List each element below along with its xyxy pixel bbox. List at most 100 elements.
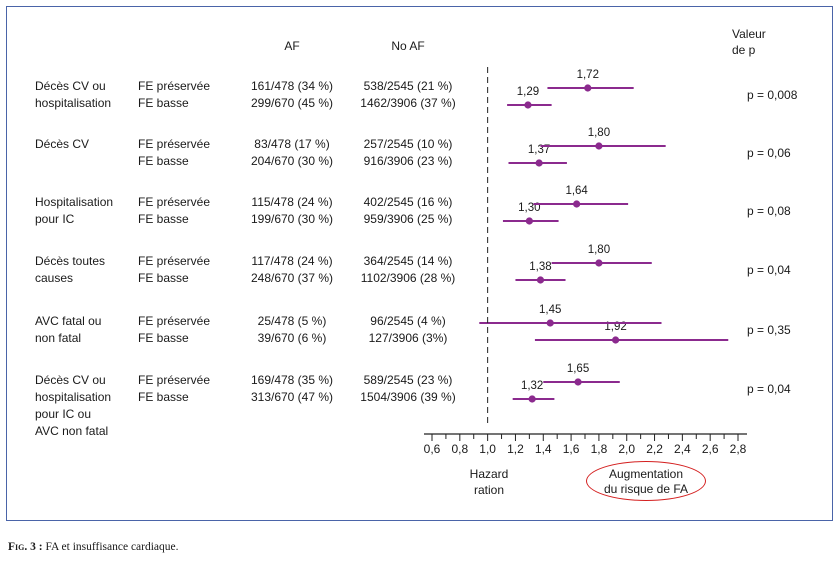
subgroup-label: FE basse — [138, 154, 189, 168]
group-label: Hospitalisation — [35, 195, 114, 209]
tick-label: 2,2 — [646, 442, 663, 456]
hr-label: 1,38 — [529, 261, 552, 273]
header-p-value: Valeur — [732, 27, 766, 41]
tick-label: 2,8 — [729, 442, 747, 456]
subgroup-label: FE préservée — [138, 195, 211, 209]
figure-caption: Fig. 3 : FA et insuffisance cardiaque. — [8, 541, 179, 553]
hr-label: 1,64 — [565, 185, 588, 197]
tick-label: 2,0 — [618, 442, 636, 456]
af-count: 25/478 (5 %) — [257, 314, 327, 328]
x-axis-label-2: ration — [473, 483, 505, 497]
subgroup-label: FE basse — [138, 271, 189, 285]
tick-label: 0,6 — [423, 442, 441, 456]
group-label: pour IC — [35, 212, 75, 226]
risk-annotation-oval — [586, 461, 706, 501]
no-af-count: 1504/3906 (39 %) — [360, 390, 456, 404]
hr-label: 1,29 — [516, 86, 540, 98]
no-af-count: 538/2545 (21 %) — [363, 79, 453, 93]
hr-point — [574, 378, 582, 386]
hr-label: 1,80 — [587, 244, 611, 256]
tick-label: 1,6 — [562, 442, 580, 456]
p-value: p = 0,06 — [747, 146, 791, 160]
p-value: p = 0,008 — [747, 88, 798, 102]
no-af-count: 257/2545 (10 %) — [363, 137, 453, 151]
subgroup-label: FE préservée — [138, 137, 211, 151]
no-af-count: 364/2545 (14 %) — [363, 254, 453, 268]
af-count: 248/670 (37 %) — [250, 271, 334, 285]
no-af-count: 959/3906 (25 %) — [363, 212, 453, 226]
af-count: 117/478 (24 %) — [251, 254, 333, 268]
hr-point — [595, 142, 603, 150]
x-axis-label: Hazard — [469, 467, 509, 481]
af-count: 115/478 (24 %) — [251, 195, 333, 209]
tick-label: 0,8 — [451, 442, 469, 456]
hr-point — [525, 217, 533, 225]
af-count: 299/670 (45 %) — [250, 96, 334, 110]
group-label: AVC non fatal — [35, 424, 109, 438]
subgroup-label: FE préservée — [138, 254, 211, 268]
header-af: AF — [284, 39, 300, 53]
no-af-count: 127/3906 (3%) — [368, 331, 448, 345]
group-label: Décès CV ou — [35, 373, 106, 387]
tick-label: 1,2 — [507, 442, 524, 456]
hr-point — [612, 336, 620, 344]
group-label: non fatal — [35, 331, 82, 345]
af-count: 161/478 (34 %) — [250, 79, 334, 93]
no-af-count: 1102/3906 (28 %) — [360, 271, 456, 285]
tick-label: 1,0 — [479, 442, 496, 456]
hr-point — [524, 101, 532, 109]
tick-label: 2,4 — [674, 442, 691, 456]
p-value: p = 0,08 — [747, 204, 791, 218]
group-label: Décès CV ou — [35, 79, 106, 93]
group-label: hospitalisation — [35, 96, 112, 110]
no-af-count: 589/2545 (23 %) — [363, 373, 453, 387]
af-count: 313/670 (47 %) — [250, 390, 334, 404]
hr-point — [584, 84, 592, 92]
no-af-count: 96/2545 (4 %) — [370, 314, 446, 328]
subgroup-label: FE basse — [138, 390, 189, 404]
p-value: p = 0,35 — [747, 323, 791, 337]
hr-label: 1,72 — [576, 69, 599, 81]
header-no-af: No AF — [391, 39, 425, 53]
subgroup-label: FE préservée — [138, 79, 211, 93]
hr-point — [528, 395, 536, 403]
af-count: 169/478 (35 %) — [250, 373, 334, 387]
subgroup-label: FE basse — [138, 96, 189, 110]
hr-label: 1,80 — [587, 127, 611, 139]
group-label: causes — [35, 271, 74, 285]
group-label: AVC fatal ou — [35, 314, 102, 328]
hr-point — [536, 276, 545, 284]
group-label: pour IC ou — [35, 407, 92, 421]
p-value: p = 0,04 — [747, 263, 791, 277]
hr-point — [573, 200, 581, 208]
group-label: hospitalisation — [35, 390, 112, 404]
tick-label: 2,6 — [701, 442, 719, 456]
no-af-count: 916/3906 (23 %) — [363, 154, 453, 168]
no-af-count: 402/2545 (16 %) — [363, 195, 453, 209]
subgroup-label: FE basse — [138, 212, 189, 226]
caption-text: FA et insuffisance cardiaque. — [42, 541, 179, 553]
af-count: 83/478 (17 %) — [254, 137, 330, 151]
hr-label: 1,45 — [539, 304, 562, 316]
group-label: Décès CV — [35, 137, 90, 151]
af-count: 204/670 (30 %) — [250, 154, 334, 168]
af-count: 199/670 (30 %) — [250, 212, 334, 226]
subgroup-label: FE préservée — [138, 314, 211, 328]
hr-point — [595, 259, 603, 267]
header-p-value-2: de p — [732, 43, 756, 57]
figure-number: Fig. 3 : — [8, 541, 43, 553]
hr-point — [535, 159, 543, 167]
tick-label: 1,4 — [534, 442, 552, 456]
hr-point — [546, 319, 554, 327]
subgroup-label: FE préservée — [138, 373, 211, 387]
tick-label: 1,8 — [590, 442, 608, 456]
no-af-count: 1462/3906 (37 %) — [360, 96, 456, 110]
figure-frame — [6, 6, 833, 521]
af-count: 39/670 (6 %) — [257, 331, 327, 345]
p-value: p = 0,04 — [747, 382, 791, 396]
group-label: Décès toutes — [35, 254, 106, 268]
subgroup-label: FE basse — [138, 331, 189, 345]
hr-label: 1,65 — [566, 363, 590, 375]
hr-label: 1,32 — [520, 380, 544, 392]
